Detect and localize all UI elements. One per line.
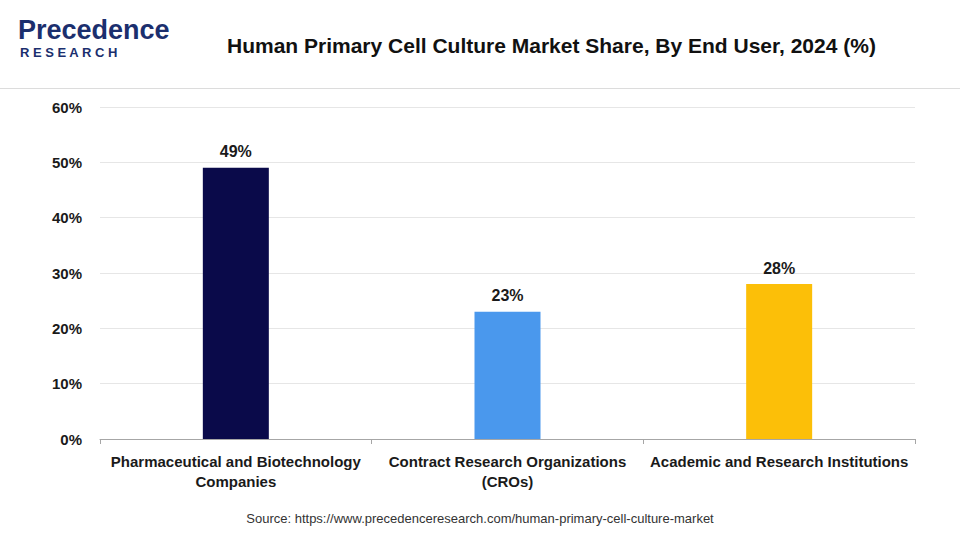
svg-text:40%: 40%	[52, 209, 82, 226]
svg-text:Human Primary Cell Culture Mar: Human Primary Cell Culture Market Share,…	[227, 34, 876, 57]
svg-text:30%: 30%	[52, 265, 82, 282]
svg-text:50%: 50%	[52, 154, 82, 171]
svg-text:(CROs): (CROs)	[482, 473, 534, 490]
svg-text:Companies: Companies	[195, 473, 276, 490]
svg-text:R E S E A R C H: R E S E A R C H	[20, 45, 117, 60]
svg-text:20%: 20%	[52, 320, 82, 337]
svg-text:23%: 23%	[491, 287, 523, 304]
svg-text:10%: 10%	[52, 375, 82, 392]
svg-text:60%: 60%	[52, 99, 82, 116]
svg-text:Pharmaceutical and Biotechnolo: Pharmaceutical and Biotechnology	[111, 453, 362, 470]
svg-text:Precedence: Precedence	[18, 15, 170, 45]
svg-text:Source: https://www.precedence: Source: https://www.precedenceresearch.c…	[246, 511, 714, 526]
svg-text:49%: 49%	[220, 143, 252, 160]
svg-text:28%: 28%	[763, 260, 795, 277]
svg-text:Academic and Research Institut: Academic and Research Institutions	[650, 453, 908, 470]
svg-text:Contract Research Organization: Contract Research Organizations	[389, 453, 627, 470]
svg-text:0%: 0%	[60, 431, 82, 448]
